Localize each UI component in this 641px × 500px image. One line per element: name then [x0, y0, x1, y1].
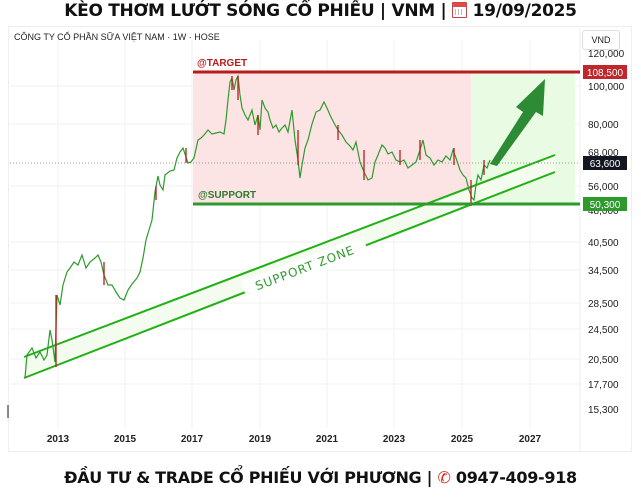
svg-text:2019: 2019	[249, 434, 272, 445]
svg-text:2013: 2013	[47, 434, 70, 445]
svg-text:48,000: 48,000	[588, 206, 619, 217]
svg-text:2023: 2023	[383, 434, 406, 445]
svg-text:15,300: 15,300	[588, 405, 619, 416]
support-label: @SUPPORT	[198, 190, 256, 201]
svg-text:68,000: 68,000	[588, 148, 619, 159]
svg-text:24,500: 24,500	[588, 325, 619, 336]
svg-text:40,500: 40,500	[588, 238, 619, 249]
zone-label-bg	[240, 235, 370, 301]
price-candles	[24, 73, 491, 379]
page-title: KÈO THƠM LƯỚT SÓNG CỔ PHIẾU | VNM | 19/0…	[0, 0, 641, 24]
down-candle-accents	[55, 76, 485, 367]
support-price-tag	[583, 197, 627, 211]
svg-text:2025: 2025	[451, 434, 474, 445]
svg-text:28,500: 28,500	[588, 299, 619, 310]
upward-arrow-icon[interactable]	[490, 79, 545, 166]
calendar-icon	[452, 2, 468, 18]
target-label: @TARGET	[197, 58, 247, 69]
svg-text:2027: 2027	[519, 434, 542, 445]
svg-text:2017: 2017	[181, 434, 204, 445]
current-price-tag	[583, 156, 627, 170]
consolidation-zone	[193, 72, 471, 204]
title-date: 19/09/2025	[472, 1, 577, 21]
svg-text:20,500: 20,500	[588, 355, 619, 366]
svg-text:2021: 2021	[316, 434, 339, 445]
support-zone-upper-line[interactable]	[23, 154, 556, 358]
title-text: KÈO THƠM LƯỚT SÓNG CỔ PHIẾU | VNM |	[64, 1, 453, 21]
chart-symbol-line: CÔNG TY CỔ PHẦN SỮA VIỆT NAM · 1W · HOSE	[14, 32, 220, 42]
svg-text:120,000: 120,000	[588, 49, 625, 60]
phone-icon: ✆	[437, 468, 451, 487]
target-price-text: 108,500	[587, 68, 624, 79]
svg-text:34,500: 34,500	[588, 266, 619, 277]
current-price-text: 63,600	[590, 159, 621, 170]
chart-frame[interactable]	[8, 26, 632, 452]
support-price-text: 50,300	[590, 200, 621, 211]
svg-text:80,000: 80,000	[588, 120, 619, 131]
footer-text: ĐẦU TƯ & TRADE CỔ PHIẾU VỚI PHƯƠNG |	[64, 468, 438, 487]
currency-button[interactable]: VND	[582, 30, 620, 50]
target-price-tag	[583, 65, 627, 79]
footer: ĐẦU TƯ & TRADE CỔ PHIẾU VỚI PHƯƠNG | ✆ 0…	[0, 468, 641, 487]
footer-phone[interactable]: 0947-409-918	[455, 468, 577, 487]
time-axis-labels: 2013 2015 2017 2019 2021 2023 2025 2027	[47, 434, 542, 445]
svg-text:2015: 2015	[114, 434, 137, 445]
svg-text:100,000: 100,000	[588, 82, 625, 93]
svg-text:56,000: 56,000	[588, 182, 619, 193]
svg-text:17,700: 17,700	[588, 380, 619, 391]
